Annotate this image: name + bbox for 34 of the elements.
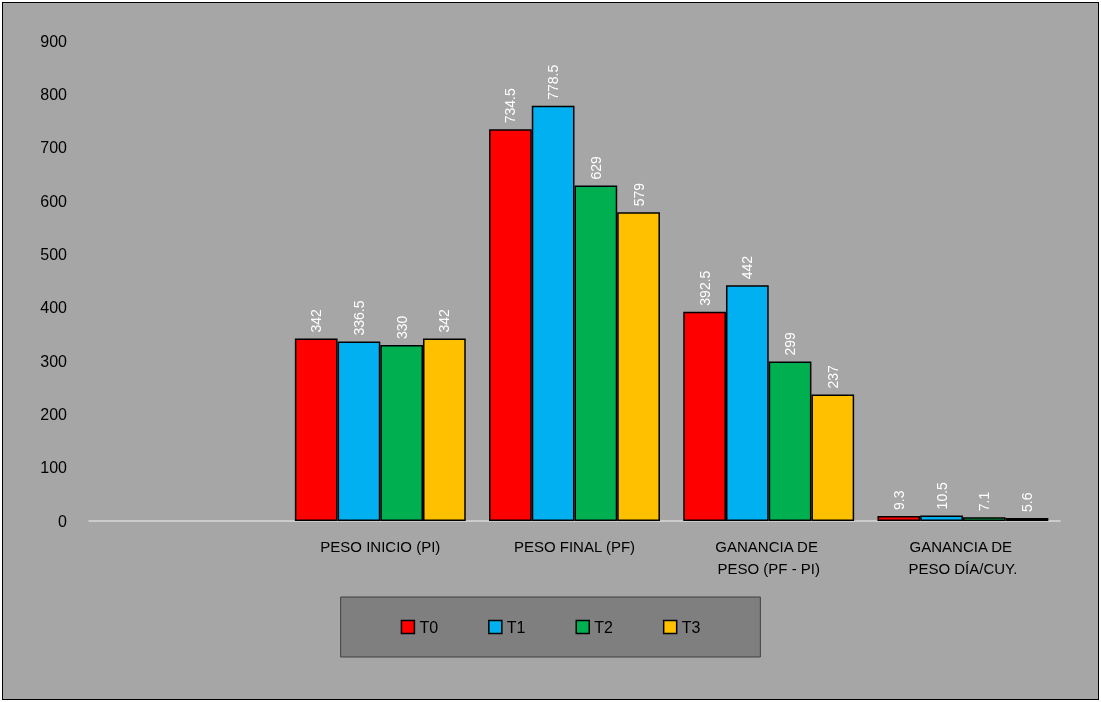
y-tick-label: 300	[40, 352, 68, 370]
y-tick-label: 400	[40, 299, 68, 317]
y-tick-label: 700	[40, 139, 68, 157]
data-label: 342	[308, 309, 325, 333]
data-label: 7.1	[976, 491, 993, 512]
legend-label: T3	[681, 618, 701, 636]
y-tick-label: 200	[40, 405, 68, 423]
data-label: 330	[393, 315, 410, 339]
data-label: 442	[739, 255, 756, 280]
y-tick-label: 100	[40, 459, 68, 477]
legend-label: T2	[594, 618, 614, 636]
data-label: 734.5	[502, 88, 519, 124]
x-tick-label: PESO INICIO (PI)	[320, 537, 441, 555]
y-tick-label: 900	[40, 32, 68, 50]
x-tick-label: PESO FINAL (PF)	[513, 537, 636, 555]
legend-label: T1	[506, 618, 526, 636]
y-tick-label: 600	[40, 192, 68, 210]
data-label: 299	[782, 331, 799, 356]
data-label: 336.5	[350, 300, 367, 336]
data-label: 9.3	[890, 490, 907, 511]
x-tick-label: GANANCIA DE PESO DÍA/CUY.	[908, 537, 1018, 577]
data-label: 778.5	[545, 64, 562, 100]
x-tick-label: GANANCIA DE PESO (PF - PI)	[715, 537, 823, 577]
y-tick-label: 0	[58, 512, 68, 530]
data-label: 342	[436, 309, 453, 333]
y-tick-label: 500	[40, 245, 68, 263]
data-label: 392.5	[696, 270, 713, 306]
y-tick-label: 800	[40, 85, 68, 103]
legend-label: T0	[419, 618, 439, 636]
data-label: 237	[824, 365, 841, 389]
data-label: 10.5	[933, 481, 950, 510]
data-label: 579	[630, 182, 647, 207]
data-label: 5.6	[1018, 492, 1035, 513]
data-label: 629	[587, 155, 604, 180]
